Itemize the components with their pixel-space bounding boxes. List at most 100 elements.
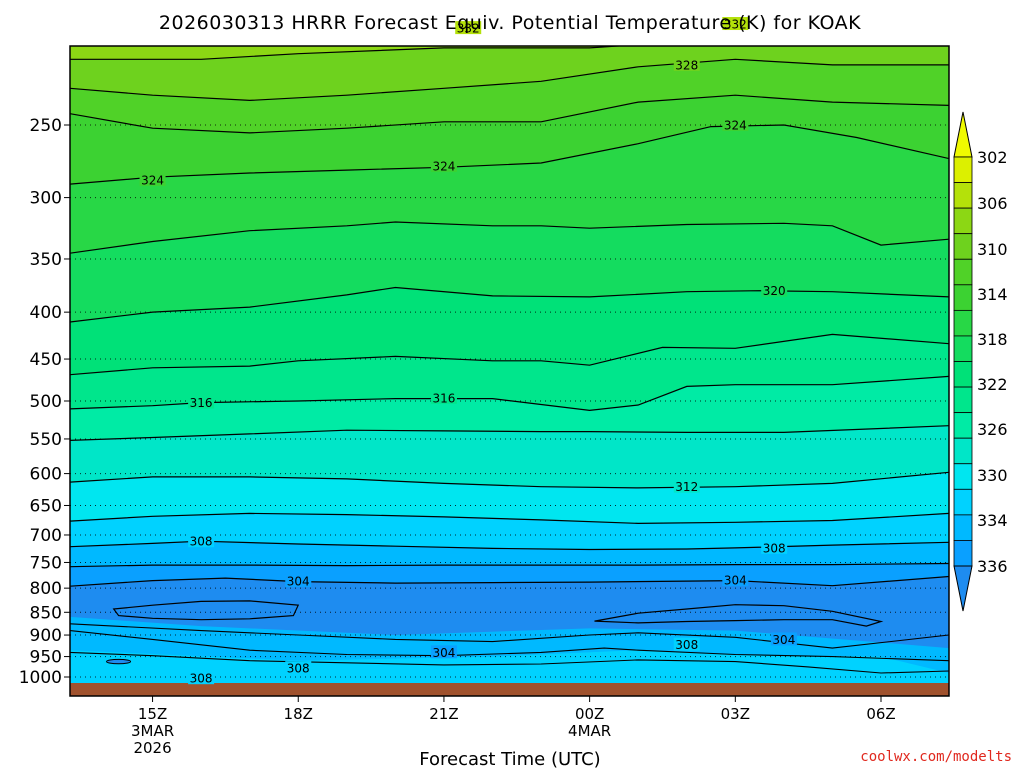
band-320 bbox=[70, 222, 949, 322]
y-tick-label: 250 bbox=[30, 116, 62, 136]
contour-label: 332 bbox=[724, 18, 747, 32]
band-324 bbox=[70, 95, 949, 185]
colorbar-label: 334 bbox=[977, 511, 1008, 530]
isotherm-328 bbox=[70, 58, 949, 102]
contour-label-bg bbox=[673, 637, 700, 651]
contour-label: 312 bbox=[675, 480, 698, 494]
y-tick-label: 750 bbox=[30, 553, 62, 573]
contour-label-bg bbox=[673, 57, 700, 71]
x-tick-label: 2026 bbox=[133, 739, 171, 757]
colorbar-segment bbox=[953, 233, 973, 260]
contour-label-bg bbox=[673, 479, 700, 493]
y-tick-label: 850 bbox=[30, 603, 62, 623]
colorbar-label: 302 bbox=[977, 148, 1008, 167]
band-314 bbox=[70, 376, 949, 441]
contour-label: 316 bbox=[190, 396, 213, 410]
colorbar-label: 330 bbox=[977, 466, 1008, 485]
contour-label: 324 bbox=[141, 173, 164, 187]
x-tick-label: 4MAR bbox=[568, 722, 611, 740]
y-tick-label: 450 bbox=[30, 350, 62, 370]
y-tick-label: 1000 bbox=[19, 668, 62, 688]
contour-label: 304 bbox=[287, 575, 310, 589]
isotherm-314 bbox=[70, 425, 949, 441]
site-credit[interactable]: coolwx.com/modelts bbox=[860, 749, 1012, 765]
contour-label-bg bbox=[188, 671, 215, 685]
colorbar-label: 314 bbox=[977, 285, 1008, 304]
x-tick-label: 18Z bbox=[284, 705, 313, 723]
plot-area bbox=[70, 46, 949, 696]
contour-label-bg bbox=[430, 390, 457, 404]
contour-label: 308 bbox=[675, 638, 698, 652]
contour-label-bg bbox=[188, 534, 215, 548]
y-tick-label: 700 bbox=[30, 526, 62, 546]
colorbar-segment bbox=[953, 488, 973, 516]
colorbar-segment bbox=[953, 258, 973, 286]
contour-label: 320 bbox=[763, 284, 786, 298]
contour-label: 304 bbox=[772, 633, 795, 647]
contour-label: 332 bbox=[457, 22, 480, 36]
isotherm-near-surface bbox=[70, 630, 949, 662]
colorbar: 302 306 310 314 318 322 326 330 334 336 bbox=[953, 111, 1008, 612]
ground-strip bbox=[70, 683, 949, 696]
contour-label-bg bbox=[722, 118, 749, 131]
band-316 bbox=[70, 334, 949, 411]
x-tick-label: 06Z bbox=[866, 705, 895, 723]
colorbar-bottom-arrow bbox=[953, 565, 973, 612]
contour-label-bg bbox=[285, 574, 312, 588]
y-tick-label: 350 bbox=[30, 250, 62, 270]
colorbar-label: 326 bbox=[977, 420, 1008, 439]
axes: 250 300 350 400 450 500 550 600 650 700 750 800 850 9… bbox=[19, 116, 896, 757]
contour-label-bg bbox=[430, 158, 457, 172]
colorbar-segment bbox=[953, 182, 973, 209]
x-tick-label: 03Z bbox=[721, 705, 750, 723]
y-tick-label: 550 bbox=[30, 430, 62, 450]
colorbar-segment bbox=[953, 514, 973, 541]
colorbar-segment bbox=[953, 437, 973, 465]
band-322 bbox=[70, 125, 949, 254]
band-310 bbox=[70, 472, 949, 524]
contour-label-bg bbox=[285, 661, 312, 675]
y-tick-label: 800 bbox=[30, 579, 62, 599]
colorbar-segment bbox=[953, 284, 973, 311]
contour-label: 316 bbox=[432, 391, 455, 405]
colorbar-segment bbox=[953, 412, 973, 439]
band-330 bbox=[70, 46, 618, 60]
contour-label: 308 bbox=[190, 535, 213, 549]
colorbar-segment bbox=[953, 309, 973, 337]
colorbar-segment bbox=[953, 361, 973, 388]
colorbar-segment bbox=[953, 335, 973, 362]
contour-label-bg bbox=[188, 395, 215, 409]
contour-label-bg bbox=[761, 283, 788, 297]
contour-label-bg bbox=[761, 540, 788, 554]
plot-frame bbox=[69, 45, 950, 697]
contour-label: 324 bbox=[724, 119, 747, 133]
contour-labels: 332 332 328 324 324 324 320 316 316 312 308 308 304 3… bbox=[139, 17, 797, 686]
y-tick-label: 500 bbox=[30, 392, 62, 412]
colorbar-segment bbox=[953, 156, 973, 183]
contour-label-bg bbox=[139, 172, 166, 186]
y-tick-label: 600 bbox=[30, 465, 62, 485]
band-326 bbox=[70, 59, 949, 133]
isotherm-310 bbox=[70, 512, 949, 525]
y-tick-label: 650 bbox=[30, 496, 62, 516]
x-tick-label: 21Z bbox=[429, 705, 458, 723]
contour-label-bg bbox=[722, 17, 749, 31]
contour-label: 328 bbox=[675, 58, 698, 72]
colorbar-segment bbox=[953, 386, 973, 414]
colorbar-label: 336 bbox=[977, 557, 1008, 576]
isotherm-322 bbox=[70, 221, 949, 254]
isotherm-326 bbox=[70, 94, 949, 134]
band-306 bbox=[70, 541, 949, 567]
isotherm-near-surface bbox=[70, 651, 949, 674]
contour-label: 304 bbox=[724, 574, 747, 588]
isotherm-324 bbox=[70, 124, 949, 185]
contour-label-bg bbox=[722, 573, 749, 587]
colorbar-top-arrow bbox=[953, 111, 973, 158]
x-tick-label: 3MAR bbox=[131, 722, 174, 740]
colorbar-segment bbox=[953, 463, 973, 490]
contour-label: 308 bbox=[190, 672, 213, 686]
chart-title: 2026030313 HRRR Forecast Equiv. Potentia… bbox=[159, 12, 861, 34]
x-tick-label: 00Z bbox=[575, 705, 604, 723]
isotherm-304 bbox=[70, 575, 949, 587]
